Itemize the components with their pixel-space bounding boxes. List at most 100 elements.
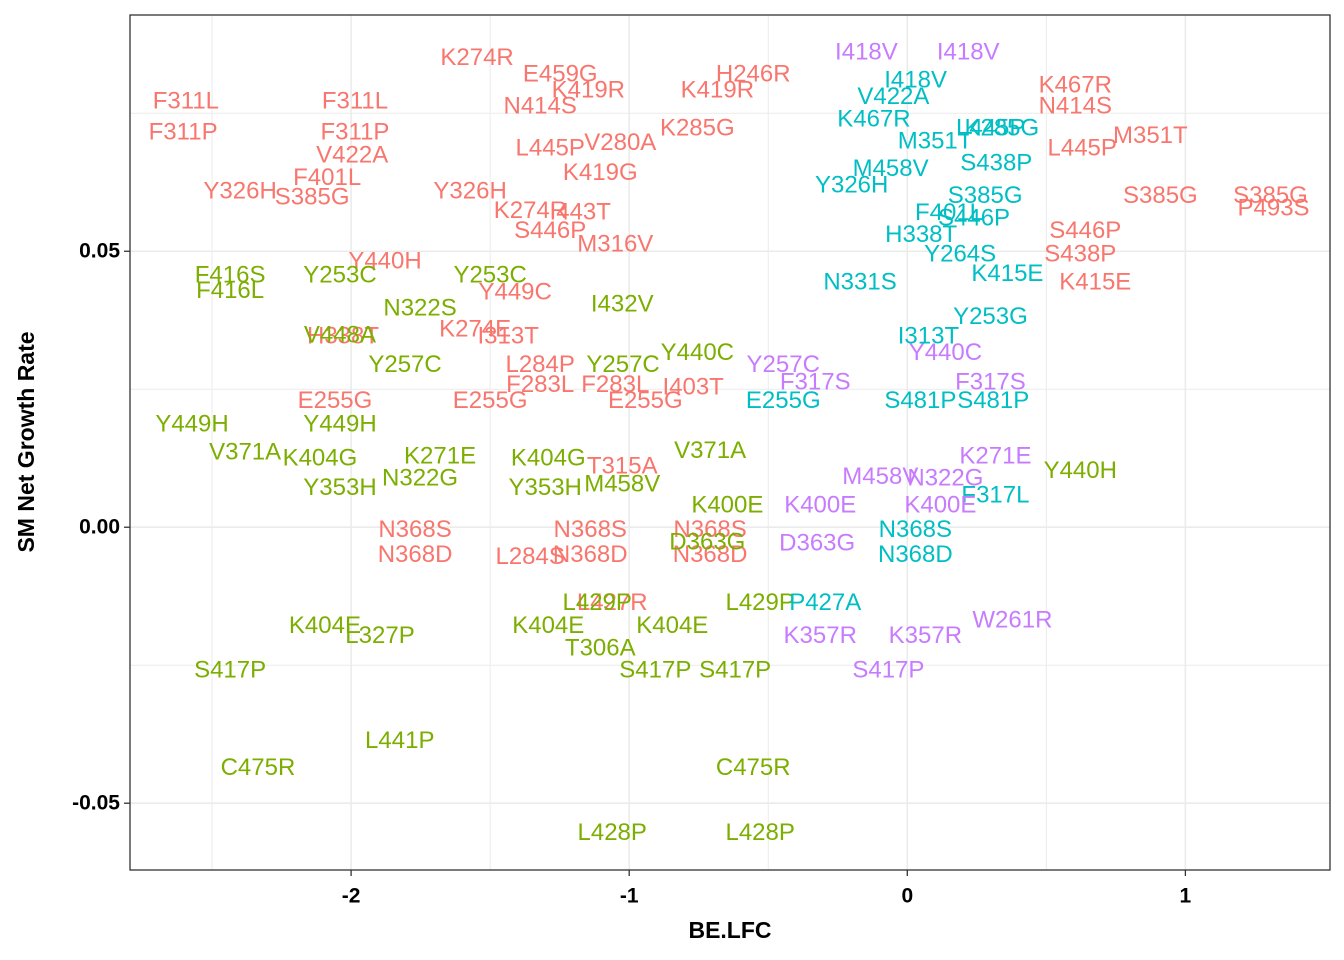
point-label: L284P bbox=[505, 351, 574, 378]
point-label: K400E bbox=[691, 492, 763, 519]
point-label: L429P bbox=[563, 589, 632, 616]
point-label: K357R bbox=[889, 622, 962, 649]
point-label: S481P bbox=[884, 387, 956, 414]
point-label: Y257C bbox=[368, 351, 441, 378]
point-label: P427A bbox=[789, 589, 861, 616]
x-tick-label: 0 bbox=[901, 885, 913, 908]
point-label: I418V bbox=[835, 38, 898, 65]
x-tick-label: -2 bbox=[342, 885, 361, 908]
point-label: S417P bbox=[194, 657, 266, 684]
point-label: W261R bbox=[972, 606, 1052, 633]
point-label: V448A bbox=[304, 322, 376, 349]
point-label: K467R bbox=[1039, 72, 1112, 99]
point-label: K400E bbox=[784, 492, 856, 519]
point-label: F311P bbox=[321, 119, 390, 146]
point-label: Y326H bbox=[815, 172, 888, 199]
point-label: Y440C bbox=[661, 339, 734, 366]
point-label: F317L bbox=[961, 482, 1029, 509]
point-label: S385G bbox=[1123, 182, 1198, 209]
point-label: T315A bbox=[587, 452, 658, 479]
point-label: P493S bbox=[1238, 195, 1310, 222]
point-label: N368S bbox=[879, 516, 952, 543]
point-label: Y253G bbox=[953, 303, 1028, 330]
point-label: F317S bbox=[780, 369, 851, 396]
point-label: S481P bbox=[957, 387, 1029, 414]
point-label: F311L bbox=[322, 88, 388, 115]
point-label: K274R bbox=[440, 44, 513, 71]
point-label: N368S bbox=[378, 516, 451, 543]
point-label: L445P bbox=[1048, 135, 1117, 162]
point-label: S417P bbox=[699, 657, 771, 684]
x-tick-label: -1 bbox=[620, 885, 639, 908]
axes: -2 -1 0 1 0.05 0.00 -0.05 bbox=[72, 240, 1191, 908]
point-label: M458V bbox=[842, 463, 918, 490]
point-label: Y253C bbox=[303, 261, 376, 288]
point-label: S385G bbox=[1233, 182, 1308, 209]
point-label: N368D bbox=[878, 541, 953, 568]
point-label: N322G bbox=[907, 465, 983, 492]
point-label: Y440H bbox=[348, 248, 421, 275]
point-label: S385G bbox=[275, 184, 350, 211]
point-label: M458V bbox=[853, 155, 929, 182]
point-label: S417P bbox=[619, 657, 691, 684]
point-label: F416L bbox=[196, 277, 264, 304]
point-label: K415E bbox=[1059, 269, 1131, 296]
point-label: H338T bbox=[307, 323, 379, 350]
point-label: K419R bbox=[681, 77, 754, 104]
point-label: K271E bbox=[959, 443, 1031, 470]
point-label: K467R bbox=[837, 105, 910, 132]
point-label: S385G bbox=[948, 182, 1023, 209]
y-axis-label: SM Net Growth Rate bbox=[13, 331, 39, 552]
points: F311L F311P F311L F311P K274R E459G N414S K419R… bbox=[149, 38, 1310, 845]
y-tick-label: 0.05 bbox=[79, 240, 120, 263]
point-label: I313T bbox=[478, 323, 540, 350]
point-label: M458V bbox=[584, 471, 660, 498]
point-label: I418V bbox=[884, 67, 947, 94]
point-label: K404E bbox=[289, 612, 361, 639]
point-label: Y326H bbox=[433, 178, 506, 205]
point-label: K415E bbox=[971, 260, 1043, 287]
point-label: H338T bbox=[885, 221, 957, 248]
point-label: Y449C bbox=[478, 279, 551, 306]
point-label: L429P bbox=[725, 589, 794, 616]
point-label: F311P bbox=[149, 119, 218, 146]
point-label: E255G bbox=[453, 387, 528, 414]
point-label: L445P bbox=[956, 115, 1025, 142]
point-label: C475R bbox=[716, 754, 791, 781]
point-label: K404G bbox=[511, 445, 586, 472]
point-label: M351T bbox=[1113, 122, 1188, 149]
point-label: Y264S bbox=[924, 241, 996, 268]
point-label: S446P bbox=[1049, 217, 1121, 244]
point-label: K404E bbox=[512, 612, 584, 639]
point-label: I313T bbox=[898, 323, 960, 350]
x-tick-label: 1 bbox=[1180, 885, 1192, 908]
point-label: L284S bbox=[495, 543, 564, 570]
point-label: K404E bbox=[636, 612, 708, 639]
y-tick-label: 0.00 bbox=[79, 516, 120, 539]
point-label: F401L bbox=[915, 199, 983, 226]
point-label: M316V bbox=[577, 231, 653, 258]
point-label: K357R bbox=[784, 622, 857, 649]
point-label: L428P bbox=[725, 819, 794, 846]
grid bbox=[130, 15, 1330, 870]
point-label: I443T bbox=[550, 199, 612, 226]
y-tick-label: -0.05 bbox=[72, 792, 120, 815]
point-label: N322S bbox=[383, 295, 456, 322]
point-label: F283L bbox=[581, 371, 649, 398]
point-label: F311L bbox=[153, 88, 219, 115]
point-label: D363G bbox=[669, 529, 745, 556]
point-label: K274E bbox=[439, 316, 511, 343]
point-label: I418V bbox=[937, 38, 1000, 65]
point-label: Y449H bbox=[303, 411, 376, 438]
point-label: F317S bbox=[955, 369, 1026, 396]
point-label: C475R bbox=[221, 754, 296, 781]
point-label: Y253C bbox=[453, 261, 526, 288]
point-label: S446P bbox=[514, 217, 586, 244]
point-label: E459G bbox=[523, 61, 598, 88]
point-label: I432V bbox=[591, 291, 654, 318]
point-label: N414S bbox=[1039, 93, 1112, 120]
point-label: Y326H bbox=[203, 178, 276, 205]
plot-panel bbox=[130, 15, 1330, 870]
point-label: S438P bbox=[960, 149, 1032, 176]
plot-border bbox=[129, 14, 1331, 871]
